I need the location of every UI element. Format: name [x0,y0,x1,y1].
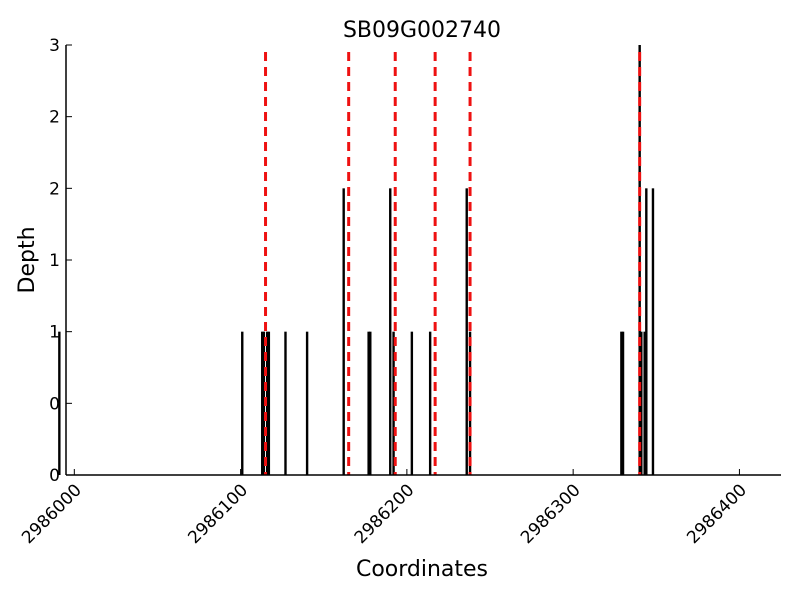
y-tick-label: 1 [49,251,60,271]
plot-area: 0 0 1 1 2 2 3 2986000 2986100 2986200 2986300 29864… [18,36,781,548]
depth-bar [262,331,266,475]
chart-title: SB09G002740 [343,18,501,43]
depth-bar [284,331,287,475]
x-tick-label: 2986300 [517,480,585,548]
x-tick-label: 2986000 [18,480,86,548]
depth-bar [651,188,655,476]
x-axis-label: Coordinates [356,557,488,582]
y-tick-label: 0 [49,466,60,486]
depth-bar [392,331,395,475]
x-tick-label: 2986200 [351,480,419,548]
depth-bar [428,331,432,475]
depth-bar [58,331,61,475]
depth-bar [620,331,623,475]
depth-bar [265,331,269,475]
depth-bar [241,331,244,475]
depth-bar [640,331,643,475]
depth-bar [369,331,372,475]
depth-bar [261,331,264,475]
depth-bar [410,331,414,475]
depth-bar [621,331,625,475]
x-tick-label: 2986400 [683,480,751,548]
depth-bar [645,188,648,476]
depth-bar [367,331,370,475]
x-tick-label: 2986100 [184,480,252,548]
y-axis-label: Depth [15,226,40,293]
depth-bar [465,188,468,476]
depth-bar [342,188,345,476]
y-tick-label: 2 [49,179,60,199]
y-tick-label: 3 [49,36,60,56]
y-tick-label: 2 [49,108,60,128]
y-tick-label: 0 [49,394,60,414]
y-tick-label: 1 [49,323,60,343]
depth-bar [267,331,271,475]
depth-bar [305,331,309,475]
depth-bar [643,331,646,475]
depth-bar [389,188,392,476]
depth-bar [638,45,641,475]
